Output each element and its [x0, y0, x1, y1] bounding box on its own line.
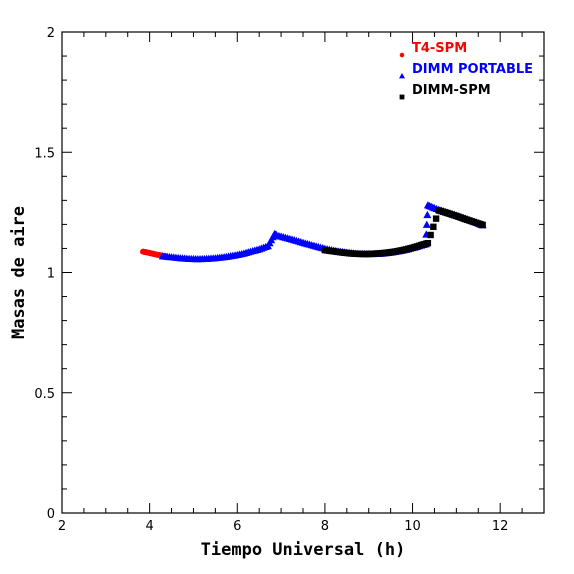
- data-point-interp: [423, 210, 432, 219]
- plot-frame: [61, 31, 545, 514]
- axis-ticks: [61, 31, 545, 514]
- x-tick-label: 10: [404, 519, 421, 534]
- data-point-interp: [422, 220, 431, 228]
- legend-marker: [399, 73, 405, 79]
- y-tick-label: 0: [47, 507, 55, 522]
- legend-marker: [399, 94, 405, 100]
- legend-marker: [399, 52, 405, 58]
- x-tick-label: 4: [145, 519, 153, 534]
- x-tick-label: 6: [233, 519, 241, 534]
- data-point-interp: [432, 215, 440, 222]
- x-tick-label: 2: [58, 519, 66, 534]
- legend-label: DIMM PORTABLE: [412, 62, 533, 77]
- y-tick-label: 0.5: [34, 387, 55, 402]
- y-tick-label: 2: [47, 26, 55, 41]
- x-tick-label: 12: [492, 519, 509, 534]
- series-dimm-spm: [321, 207, 486, 258]
- data-point-interp: [430, 223, 437, 231]
- y-tick-labels: 0 0.5 1 1.5 2: [34, 26, 55, 522]
- data-point: [424, 239, 432, 247]
- data-point: [479, 221, 486, 229]
- x-tick-label: 8: [321, 519, 329, 534]
- y-tick-label: 1: [47, 267, 55, 282]
- series-layer: [140, 201, 487, 263]
- legend-label: DIMM-SPM: [412, 83, 491, 98]
- legend: T4-SPM DIMM PORTABLE DIMM-SPM: [399, 41, 533, 100]
- x-tick-labels: 2 4 6 8 10 12: [58, 519, 509, 534]
- legend-label: T4-SPM: [412, 41, 467, 56]
- y-tick-label: 1.5: [34, 146, 55, 161]
- x-axis-label: Tiempo Universal (h): [201, 540, 406, 560]
- y-axis-label: Masas de aire: [9, 206, 29, 339]
- data-point-interp: [427, 231, 434, 239]
